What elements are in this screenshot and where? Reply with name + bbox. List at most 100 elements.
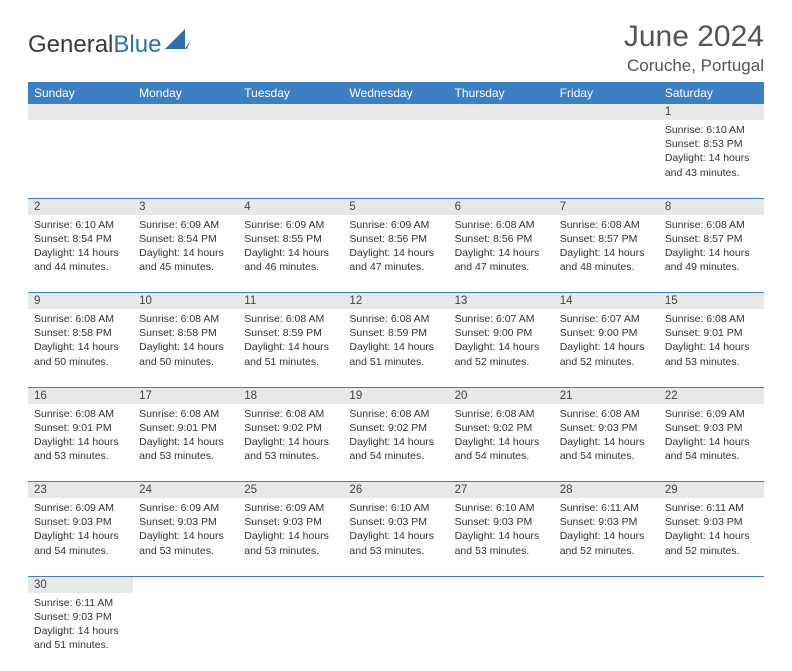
calendar-body: 1Sunrise: 6:10 AMSunset: 8:53 PMDaylight… <box>28 104 764 671</box>
day-number-cell: 7 <box>554 198 659 215</box>
day-cell: Sunrise: 6:09 AMSunset: 9:03 PMDaylight:… <box>659 404 764 482</box>
day-number-row: 2345678 <box>28 198 764 215</box>
day-content-row: Sunrise: 6:08 AMSunset: 9:01 PMDaylight:… <box>28 404 764 482</box>
day-number-cell <box>554 576 659 593</box>
day-number-cell: 4 <box>238 198 343 215</box>
title-block: June 2024 Coruche, Portugal <box>624 20 764 76</box>
sunrise-line: Sunrise: 6:07 AM <box>455 312 548 326</box>
day-cell: Sunrise: 6:11 AMSunset: 9:03 PMDaylight:… <box>554 498 659 576</box>
day-number-cell <box>554 104 659 120</box>
daylight-line: Daylight: 14 hours <box>665 435 758 449</box>
day-content: Sunrise: 6:08 AMSunset: 9:01 PMDaylight:… <box>133 404 238 469</box>
brand-logo: GeneralBlue <box>28 28 191 62</box>
day-number-cell: 8 <box>659 198 764 215</box>
daylight-line: and 53 minutes. <box>665 355 758 369</box>
day-content: Sunrise: 6:09 AMSunset: 9:03 PMDaylight:… <box>28 498 133 563</box>
day-content-row: Sunrise: 6:10 AMSunset: 8:53 PMDaylight:… <box>28 120 764 198</box>
sunrise-line: Sunrise: 6:09 AM <box>139 501 232 515</box>
daylight-line: and 54 minutes. <box>665 449 758 463</box>
day-cell <box>449 593 554 671</box>
day-number-cell: 26 <box>343 482 448 499</box>
day-number-cell: 9 <box>28 293 133 310</box>
daylight-line: Daylight: 14 hours <box>244 529 337 543</box>
daylight-line: Daylight: 14 hours <box>34 340 127 354</box>
day-cell <box>659 593 764 671</box>
day-content: Sunrise: 6:09 AMSunset: 8:54 PMDaylight:… <box>133 215 238 280</box>
day-cell: Sunrise: 6:10 AMSunset: 8:54 PMDaylight:… <box>28 215 133 293</box>
sunrise-line: Sunrise: 6:09 AM <box>139 218 232 232</box>
day-cell: Sunrise: 6:08 AMSunset: 9:02 PMDaylight:… <box>343 404 448 482</box>
sunrise-line: Sunrise: 6:08 AM <box>665 218 758 232</box>
daylight-line: Daylight: 14 hours <box>455 246 548 260</box>
sunrise-line: Sunrise: 6:10 AM <box>665 123 758 137</box>
daylight-line: and 52 minutes. <box>560 544 653 558</box>
daylight-line: and 53 minutes. <box>244 449 337 463</box>
daylight-line: and 47 minutes. <box>349 260 442 274</box>
day-cell: Sunrise: 6:08 AMSunset: 8:58 PMDaylight:… <box>133 309 238 387</box>
daylight-line: Daylight: 14 hours <box>139 435 232 449</box>
weekday-header: Saturday <box>659 82 764 104</box>
sunset-line: Sunset: 9:02 PM <box>455 421 548 435</box>
sunrise-line: Sunrise: 6:09 AM <box>665 407 758 421</box>
sunrise-line: Sunrise: 6:08 AM <box>34 312 127 326</box>
sunrise-line: Sunrise: 6:10 AM <box>455 501 548 515</box>
day-cell <box>133 120 238 198</box>
daylight-line: and 54 minutes. <box>560 449 653 463</box>
daylight-line: Daylight: 14 hours <box>560 529 653 543</box>
day-content: Sunrise: 6:08 AMSunset: 9:02 PMDaylight:… <box>238 404 343 469</box>
day-cell: Sunrise: 6:08 AMSunset: 8:56 PMDaylight:… <box>449 215 554 293</box>
day-number-cell: 21 <box>554 387 659 404</box>
daylight-line: and 52 minutes. <box>560 355 653 369</box>
day-number-cell: 28 <box>554 482 659 499</box>
sunrise-line: Sunrise: 6:10 AM <box>34 218 127 232</box>
day-content: Sunrise: 6:08 AMSunset: 9:02 PMDaylight:… <box>343 404 448 469</box>
day-cell: Sunrise: 6:09 AMSunset: 8:55 PMDaylight:… <box>238 215 343 293</box>
brand-part1: General <box>28 31 113 59</box>
daylight-line: and 51 minutes. <box>349 355 442 369</box>
day-cell: Sunrise: 6:10 AMSunset: 8:53 PMDaylight:… <box>659 120 764 198</box>
day-cell: Sunrise: 6:08 AMSunset: 8:58 PMDaylight:… <box>28 309 133 387</box>
day-cell: Sunrise: 6:08 AMSunset: 9:02 PMDaylight:… <box>449 404 554 482</box>
daylight-line: Daylight: 14 hours <box>349 340 442 354</box>
sunrise-line: Sunrise: 6:11 AM <box>34 596 127 610</box>
daylight-line: Daylight: 14 hours <box>349 529 442 543</box>
daylight-line: Daylight: 14 hours <box>349 435 442 449</box>
day-number-cell <box>449 576 554 593</box>
day-number-cell: 17 <box>133 387 238 404</box>
day-cell: Sunrise: 6:08 AMSunset: 9:01 PMDaylight:… <box>28 404 133 482</box>
day-content: Sunrise: 6:10 AMSunset: 8:53 PMDaylight:… <box>659 120 764 185</box>
day-content-row: Sunrise: 6:09 AMSunset: 9:03 PMDaylight:… <box>28 498 764 576</box>
day-content: Sunrise: 6:08 AMSunset: 8:59 PMDaylight:… <box>343 309 448 374</box>
day-number-cell: 15 <box>659 293 764 310</box>
page-header: GeneralBlue June 2024 Coruche, Portugal <box>28 20 764 76</box>
day-content: Sunrise: 6:08 AMSunset: 8:57 PMDaylight:… <box>659 215 764 280</box>
sunrise-line: Sunrise: 6:08 AM <box>139 312 232 326</box>
day-content: Sunrise: 6:08 AMSunset: 8:58 PMDaylight:… <box>133 309 238 374</box>
daylight-line: and 50 minutes. <box>139 355 232 369</box>
weekday-header: Sunday <box>28 82 133 104</box>
daylight-line: and 44 minutes. <box>34 260 127 274</box>
daylight-line: Daylight: 14 hours <box>139 340 232 354</box>
sunrise-line: Sunrise: 6:11 AM <box>560 501 653 515</box>
daylight-line: and 54 minutes. <box>455 449 548 463</box>
sunset-line: Sunset: 9:01 PM <box>665 326 758 340</box>
day-cell <box>238 593 343 671</box>
day-number-cell <box>133 576 238 593</box>
day-cell: Sunrise: 6:10 AMSunset: 9:03 PMDaylight:… <box>449 498 554 576</box>
sunset-line: Sunset: 8:54 PM <box>139 232 232 246</box>
day-cell: Sunrise: 6:08 AMSunset: 8:59 PMDaylight:… <box>238 309 343 387</box>
weekday-header: Thursday <box>449 82 554 104</box>
daylight-line: Daylight: 14 hours <box>34 246 127 260</box>
day-number-cell: 11 <box>238 293 343 310</box>
daylight-line: Daylight: 14 hours <box>665 529 758 543</box>
day-cell <box>554 593 659 671</box>
sunset-line: Sunset: 9:02 PM <box>349 421 442 435</box>
daylight-line: and 43 minutes. <box>665 166 758 180</box>
day-content-row: Sunrise: 6:08 AMSunset: 8:58 PMDaylight:… <box>28 309 764 387</box>
day-number-cell: 2 <box>28 198 133 215</box>
day-number-cell: 6 <box>449 198 554 215</box>
sunset-line: Sunset: 8:55 PM <box>244 232 337 246</box>
daylight-line: Daylight: 14 hours <box>244 435 337 449</box>
day-cell <box>28 120 133 198</box>
day-number-cell <box>343 104 448 120</box>
